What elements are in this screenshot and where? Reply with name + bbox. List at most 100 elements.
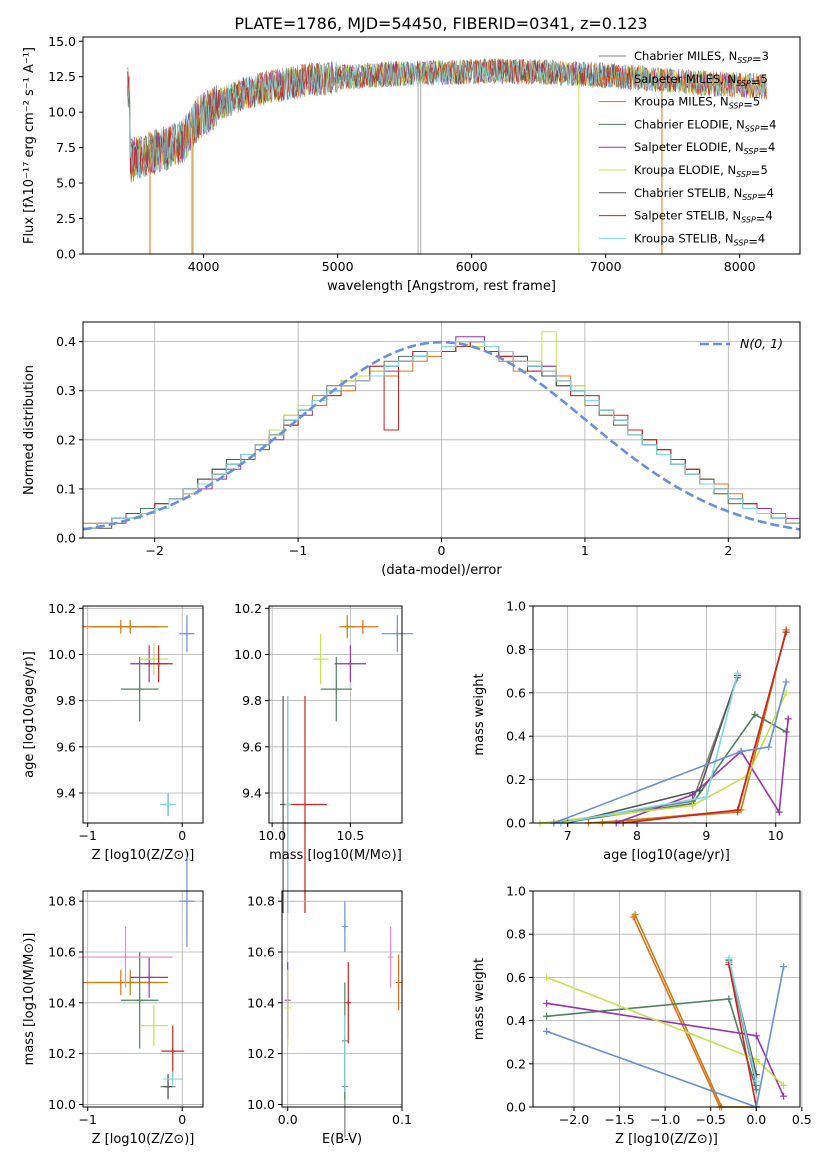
legend-model-name: Kroupa STELIB [634, 231, 718, 245]
weight-point-marker [725, 995, 733, 1003]
x-tick-label: 0 [178, 1112, 186, 1127]
errorbar-point [160, 792, 176, 817]
y-tick-label: 0.0 [56, 531, 76, 546]
y-axis-label: mass [log10(M/M⊙)] [22, 933, 37, 1066]
plot-area [78, 855, 195, 1100]
errorbar-point [92, 969, 169, 996]
y-tick-label: 0.2 [506, 1056, 526, 1071]
point-marker [345, 999, 352, 1006]
errorbar-point [284, 969, 291, 1047]
weight-series-line [553, 681, 787, 824]
plot-area [126, 58, 767, 254]
errorbar-point [120, 656, 159, 722]
point-marker [183, 630, 190, 637]
weight-point-marker [734, 669, 742, 677]
errorbar-point [334, 645, 367, 683]
legend-nssp-value: 5 [753, 95, 760, 109]
y-tick-label: 0.0 [506, 1100, 526, 1115]
weight-point-marker [752, 1086, 760, 1094]
y-tick-label: 10.0 [234, 647, 262, 662]
weight-point-marker [752, 1071, 760, 1079]
x-axis-label: Z [log10(Z/Z⊙)] [615, 1132, 718, 1147]
x-tick-label: −1 [79, 828, 97, 843]
y-tick-label: 10.4 [247, 995, 275, 1010]
point-marker [387, 954, 394, 961]
errorbar-point [312, 633, 329, 685]
point-marker [169, 1076, 176, 1083]
legend-model-name: Salpeter ELODIE [634, 140, 728, 154]
legend-entry: Salpeter MILES, NSSP=5 [634, 72, 768, 89]
y-tick-label: 9.8 [56, 693, 76, 708]
legend-model-name: Kroupa MILES [634, 95, 713, 109]
x-axis-label: Z [log10(Z/Z⊙)] [92, 1132, 195, 1147]
legend-model-name: Chabrier STELIB [634, 186, 726, 200]
point-marker [169, 1048, 176, 1055]
y-tick-label: 10.2 [48, 1046, 76, 1061]
errorbar-point [341, 901, 348, 952]
legend-model-name: Kroupa ELODIE [634, 163, 720, 177]
weight-point-marker [775, 808, 783, 816]
legend-nssp-prefix: , N [713, 95, 729, 109]
point-marker [341, 923, 348, 930]
y-tick-label: 10.8 [247, 894, 275, 909]
legend-nssp-sub: SSP [736, 170, 751, 179]
legend-nssp-sub: SSP [741, 216, 756, 225]
weight-point-marker [695, 786, 703, 794]
y-axis-label: age [log10(age/yr)] [22, 651, 37, 778]
x-tick-label: −0.5 [696, 1112, 726, 1127]
y-tick-label: 0.0 [506, 816, 526, 831]
plot-area [83, 615, 195, 817]
point-marker [122, 954, 129, 961]
legend-nssp-value: 4 [767, 186, 774, 200]
x-axis-label: wavelength [Angstrom, rest frame] [327, 279, 556, 294]
y-tick-label: 12.5 [48, 69, 76, 84]
y-tick-label: 10.2 [234, 601, 262, 616]
errorbar-point [144, 645, 173, 683]
errorbar-point [387, 926, 394, 988]
axes-frame [281, 890, 403, 1108]
spectrum-line [126, 58, 639, 182]
y-tick-label: 9.6 [56, 739, 76, 754]
legend-entry: Kroupa STELIB, NSSP=4 [634, 231, 765, 248]
weight-point-marker [543, 1012, 551, 1020]
legend-model-name: Salpeter STELIB [634, 209, 725, 223]
x-tick-label: 0 [178, 828, 186, 843]
legend-entry: Kroupa MILES, NSSP=5 [634, 95, 760, 112]
y-tick-label: 0.4 [506, 1013, 526, 1028]
y-tick-label: 10.2 [247, 1046, 275, 1061]
y-tick-label: 5.0 [56, 176, 76, 191]
legend-eq: = [757, 189, 767, 203]
point-marker [395, 979, 402, 986]
weight-point-marker [751, 711, 759, 718]
x-tick-label: 10.0 [258, 828, 286, 843]
x-axis-label: Z [log10(Z/Z⊙)] [92, 848, 195, 863]
chart-residuals: −2 −1 0 1 2 0.0 0.1 0.2 0.3 0.4 (data-model)/error… [22, 321, 801, 578]
legend-eq: = [748, 234, 758, 248]
x-tick-label: −2 [145, 543, 163, 558]
y-tick-label: 0.2 [506, 772, 526, 787]
legend-nssp-prefix: , N [728, 140, 744, 154]
weight-point-marker [752, 1077, 760, 1085]
legend-nssp-value: 4 [769, 117, 776, 131]
x-tick-label: −1.0 [650, 1112, 680, 1127]
y-tick-label: 0.3 [56, 383, 76, 398]
legend-entry: Chabrier MILES, NSSP=3 [634, 49, 769, 66]
legend-nssp-sub: SSP [736, 79, 751, 88]
y-tick-label: 0.4 [56, 334, 76, 349]
legend-entry: Chabrier ELODIE, NSSP=4 [634, 117, 776, 134]
errorbar-point [163, 1073, 173, 1100]
point-marker [359, 623, 366, 630]
point-marker [284, 801, 291, 808]
weight-series-line [728, 962, 758, 1086]
chart-spectrum: 4000 5000 6000 7000 8000 0.0 2.5 5.0 7.5 10.0 12.5… [22, 34, 801, 294]
x-tick-label: −1.5 [604, 1112, 634, 1127]
x-tick-label: −2.0 [559, 1112, 589, 1127]
x-tick-label: −1 [79, 1112, 97, 1127]
weight-point-marker [737, 747, 745, 755]
legend-nssp-value: 5 [760, 72, 767, 86]
x-tick-label: 8000 [724, 259, 756, 274]
legend-model-name: Chabrier ELODIE [634, 117, 729, 131]
x-axis-label: (data-model)/error [381, 563, 502, 578]
legend-model-name: Salpeter MILES [634, 72, 720, 86]
